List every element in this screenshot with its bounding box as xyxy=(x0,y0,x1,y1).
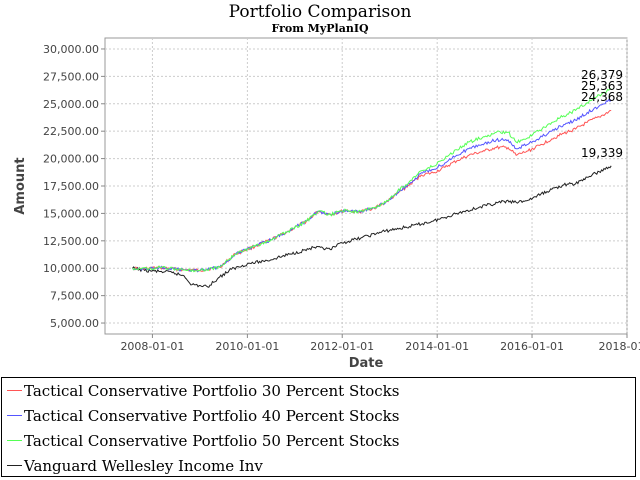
series-end-label: 24,368 xyxy=(581,90,623,104)
x-tick-label: 2016-01-01 xyxy=(500,340,564,353)
chart-subtitle: From MyPlanIQ xyxy=(271,22,369,35)
y-tick-label: 15,000.00 xyxy=(43,207,99,220)
legend-item: Tactical Conservative Portfolio 50 Perce… xyxy=(2,428,635,453)
x-tick-label: 2014-01-01 xyxy=(405,340,469,353)
legend-item: Vanguard Wellesley Income Inv xyxy=(2,453,635,478)
legend-label: Vanguard Wellesley Income Inv xyxy=(24,456,263,475)
y-tick-label: 20,000.00 xyxy=(43,153,99,166)
series-end-label: 26,379 xyxy=(581,68,623,82)
legend-label: Tactical Conservative Portfolio 30 Perce… xyxy=(24,381,400,400)
legend-label: Tactical Conservative Portfolio 50 Perce… xyxy=(24,431,400,450)
x-axis-label: Date xyxy=(349,356,384,371)
series-end-label: 25,363 xyxy=(581,79,623,93)
y-tick-label: 12,500.00 xyxy=(43,235,99,248)
x-tick-label: 2012-01-01 xyxy=(310,340,374,353)
series-lines xyxy=(132,88,612,288)
series-line xyxy=(132,88,612,273)
chart-legend: Tactical Conservative Portfolio 30 Perce… xyxy=(1,377,636,477)
legend-item: Tactical Conservative Portfolio 30 Perce… xyxy=(2,378,635,403)
y-tick-label: 10,000.00 xyxy=(43,262,99,275)
chart-title: Portfolio Comparison xyxy=(229,2,412,22)
y-tick-label: 7,500.00 xyxy=(50,290,99,303)
grid-lines xyxy=(105,38,628,334)
legend-swatch xyxy=(7,440,22,441)
line-chart: Portfolio Comparison From MyPlanIQ 5,000… xyxy=(13,2,640,371)
y-axis-ticks: 5,000.00 7,500.00 10,000.00 12,500.00 15,000… xyxy=(43,43,105,330)
legend-label: Tactical Conservative Portfolio 40 Perce… xyxy=(24,406,400,425)
x-tick-label: 2018-01-0 xyxy=(599,340,640,353)
y-axis-label: Amount xyxy=(13,157,28,214)
legend-item: Tactical Conservative Portfolio 40 Perce… xyxy=(2,403,635,428)
series-line xyxy=(132,165,612,288)
x-tick-label: 2008-01-01 xyxy=(120,340,184,353)
y-tick-label: 5,000.00 xyxy=(50,317,99,330)
y-tick-label: 27,500.00 xyxy=(43,70,99,83)
legend-swatch xyxy=(7,465,22,466)
y-tick-label: 17,500.00 xyxy=(43,180,99,193)
legend-swatch xyxy=(7,390,22,391)
x-axis-ticks: 2008-01-01 2010-01-01 2012-01-01 2014-01-01… xyxy=(120,334,640,353)
y-tick-label: 22,500.00 xyxy=(43,125,99,138)
series-end-label: 19,339 xyxy=(581,146,623,160)
legend-swatch xyxy=(7,415,22,416)
y-tick-label: 25,000.00 xyxy=(43,98,99,111)
x-tick-label: 2010-01-01 xyxy=(215,340,279,353)
y-tick-label: 30,000.00 xyxy=(43,43,99,56)
